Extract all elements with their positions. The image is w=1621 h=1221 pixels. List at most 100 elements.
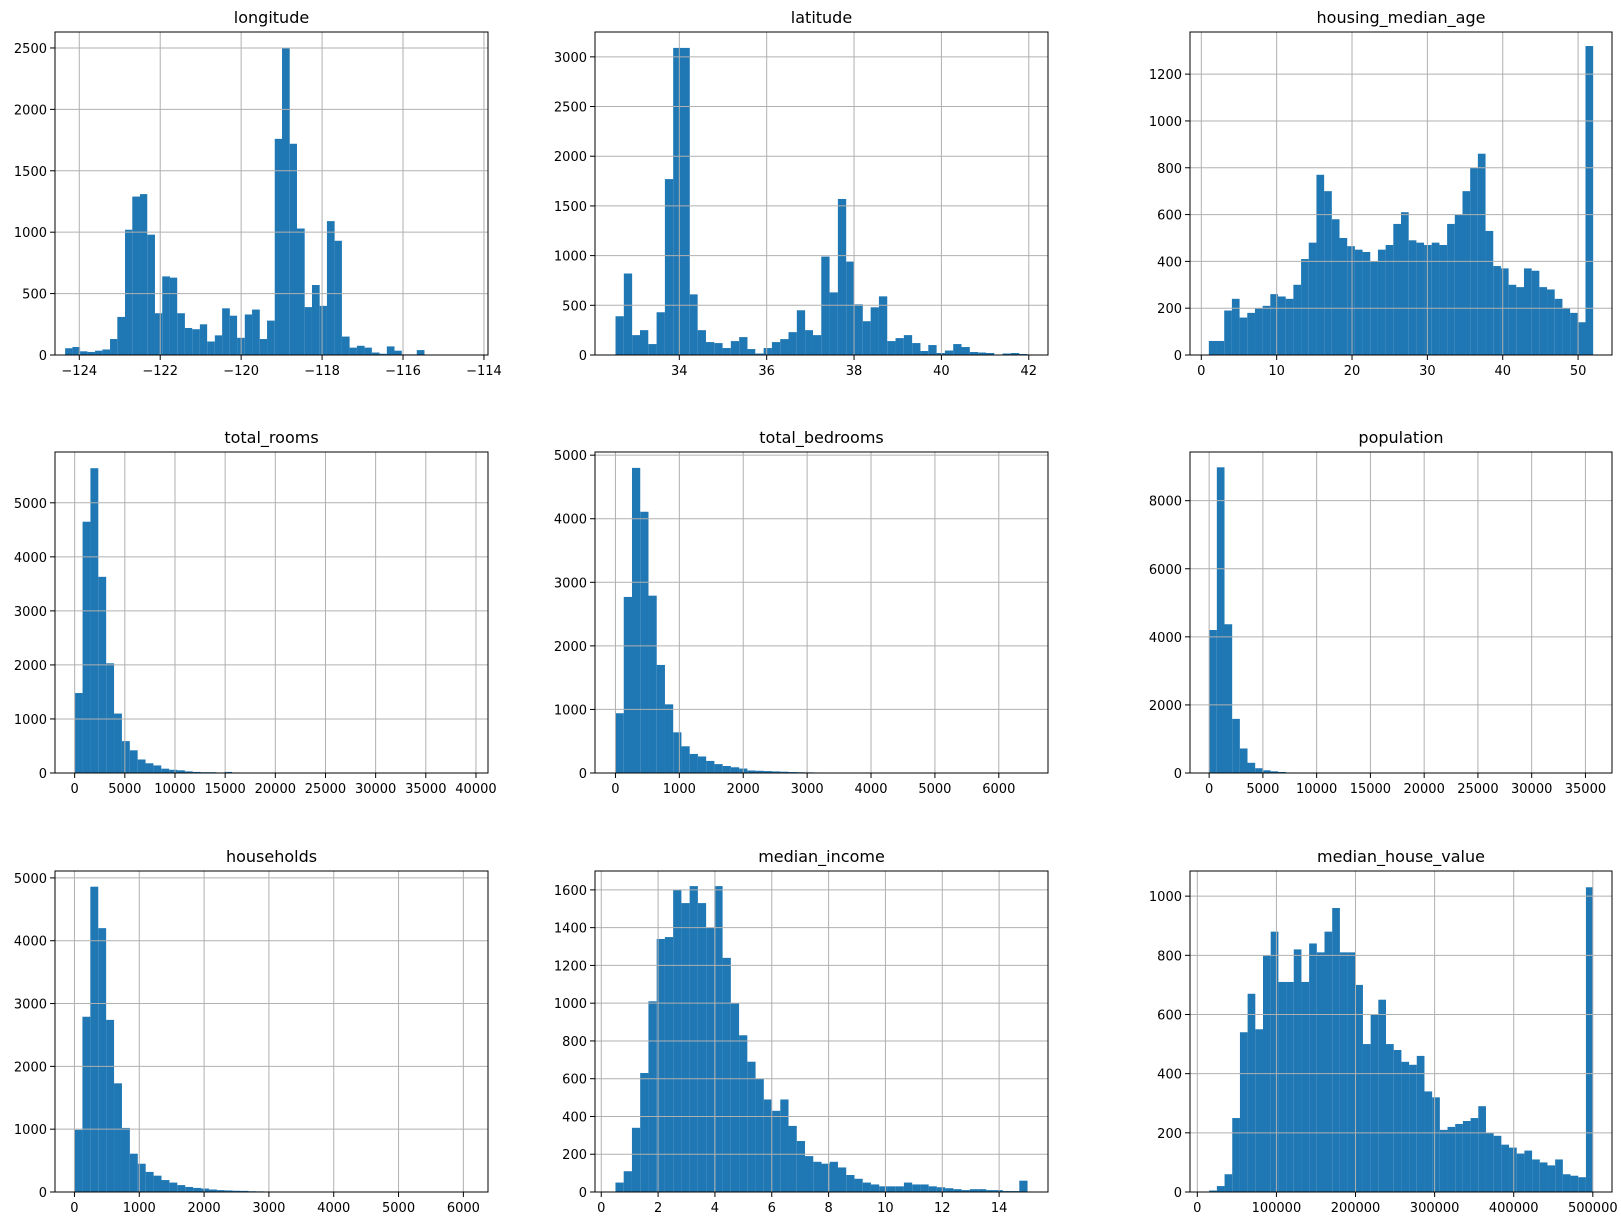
chart-title: median_income <box>758 847 885 867</box>
histogram-bar <box>1002 353 1011 355</box>
histogram-bar <box>846 1175 855 1192</box>
histogram-bar <box>706 927 715 1192</box>
histogram-bar <box>714 764 723 773</box>
x-tick-label: 14 <box>991 1201 1008 1216</box>
x-tick-label: −116 <box>385 364 421 379</box>
histogram-bar <box>697 903 707 1192</box>
histogram-bar <box>813 1161 822 1192</box>
histogram-bar <box>192 771 201 773</box>
histogram-bar <box>648 1001 657 1192</box>
histogram-bar <box>229 315 238 355</box>
x-tick-label: 40000 <box>455 782 496 797</box>
histogram-bar <box>74 693 83 773</box>
axes-frame <box>54 870 489 1193</box>
y-tick-label: 4000 <box>14 935 47 950</box>
histogram-bar <box>95 350 103 355</box>
histogram-bar <box>739 1035 748 1192</box>
histogram-bar <box>944 350 954 355</box>
histogram-bar <box>1547 1165 1556 1192</box>
histogram-bar <box>1454 214 1463 355</box>
y-tick-label: 1000 <box>554 250 587 265</box>
histogram-bar <box>812 335 822 355</box>
histogram-bar <box>1493 1135 1502 1192</box>
histogram-bar <box>639 330 649 355</box>
histogram-bar <box>920 351 929 355</box>
y-tick-label: 1200 <box>1149 68 1182 83</box>
histogram-bar <box>854 304 863 355</box>
histogram-bar <box>854 1178 863 1192</box>
histogram-bar <box>1255 1029 1263 1192</box>
x-tick-label: 20 <box>1344 364 1361 379</box>
histogram-bar <box>154 313 163 355</box>
histogram-bar <box>1386 1044 1394 1192</box>
histogram-bar <box>87 351 96 355</box>
histogram-bar <box>1255 768 1263 773</box>
histogram-bar <box>714 886 723 1192</box>
x-tick-label: 12 <box>934 1201 951 1216</box>
histogram-bar <box>1231 298 1240 355</box>
histogram-bar <box>1501 1144 1510 1192</box>
x-tick-label: 200000 <box>1331 1201 1381 1216</box>
y-tick-label: 2000 <box>14 659 47 674</box>
histogram-bar <box>936 353 945 355</box>
histogram-bar <box>1262 305 1271 355</box>
histogram-bar <box>125 229 133 355</box>
histogram-bar <box>912 1184 921 1192</box>
y-tick-label: 1000 <box>1149 115 1182 130</box>
histogram-bar <box>1393 1049 1402 1192</box>
x-tick-label: −122 <box>142 364 178 379</box>
histogram-bar <box>879 1186 888 1192</box>
histogram-bar <box>673 47 682 356</box>
histogram-bar <box>722 348 731 355</box>
axes-frame <box>594 31 1049 356</box>
x-tick-label: 25000 <box>1457 782 1498 797</box>
histogram-bar <box>969 1189 979 1192</box>
histogram-bar <box>1216 340 1225 355</box>
x-tick-label: 2000 <box>188 1201 221 1216</box>
histogram-bar <box>1539 1162 1548 1192</box>
histogram-bar <box>1393 223 1401 355</box>
histogram-bar <box>623 1171 632 1192</box>
x-tick-label: 0 <box>597 1201 605 1216</box>
histogram-bar <box>216 1190 225 1192</box>
histogram-bar <box>1355 984 1363 1192</box>
histogram-bar <box>730 1003 740 1192</box>
histogram-bar <box>829 292 838 355</box>
x-tick-label: 5000 <box>108 782 141 797</box>
histogram-bar <box>1239 317 1248 355</box>
y-tick-label: 5000 <box>14 872 47 887</box>
histogram-bar <box>162 276 170 355</box>
histogram-bar <box>763 348 772 355</box>
histogram-bar <box>632 335 640 355</box>
y-tick-label: 1400 <box>554 922 587 937</box>
histogram-bar <box>1293 284 1302 355</box>
x-tick-label: 10000 <box>154 782 195 797</box>
histogram-bar <box>763 1099 773 1192</box>
histogram-bar <box>1385 244 1394 355</box>
histogram-bar <box>1516 1153 1525 1192</box>
histogram-bar <box>1301 259 1309 355</box>
histogram-bar <box>945 1188 954 1192</box>
histogram-bar <box>780 1099 789 1192</box>
histogram-bar <box>244 314 253 355</box>
histogram-bar <box>747 770 756 773</box>
histogram-bar <box>928 1186 937 1192</box>
histogram-bar <box>82 1016 91 1192</box>
histogram-bar <box>1447 1126 1456 1192</box>
x-tick-label: −114 <box>466 364 502 379</box>
histogram-bar <box>341 336 350 355</box>
axes-frame <box>594 870 1049 1193</box>
histogram-total-rooms: 0 5000 10000 15000 20000 25000 30000 35000 40000… <box>14 428 497 797</box>
histogram-bar <box>1570 312 1578 355</box>
x-tick-label: 300000 <box>1410 1201 1460 1216</box>
histogram-bar <box>252 309 260 355</box>
x-tick-label: 3000 <box>252 1201 285 1216</box>
histogram-bar <box>1278 981 1287 1192</box>
histogram-bar <box>379 353 387 355</box>
histogram-bar <box>755 353 764 355</box>
y-tick-label: 3000 <box>554 576 587 591</box>
x-tick-label: 35000 <box>405 782 446 797</box>
histogram-bar <box>161 768 170 773</box>
histogram-bar <box>1262 770 1271 773</box>
histogram-bar <box>1332 907 1340 1192</box>
